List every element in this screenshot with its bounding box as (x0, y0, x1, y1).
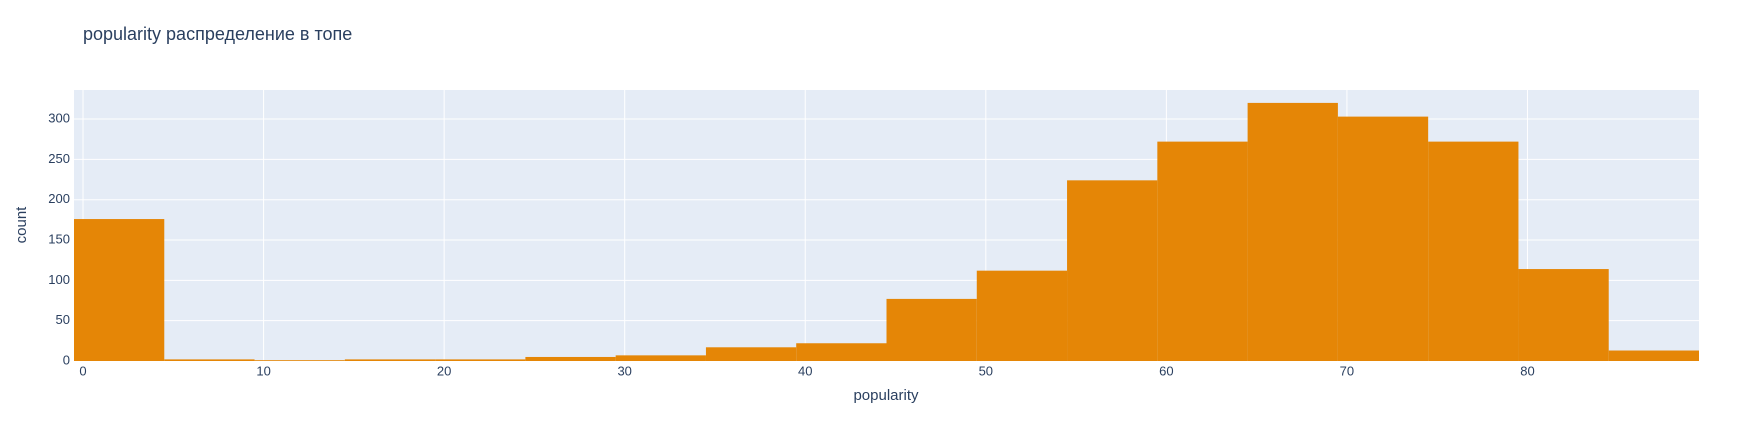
y-tick-label: 150 (48, 231, 70, 246)
x-tick-label: 30 (617, 363, 631, 378)
x-tick-label: 0 (79, 363, 86, 378)
bar (976, 270, 1068, 361)
y-tick-label: 300 (48, 110, 70, 125)
bar (1518, 269, 1609, 361)
bar (74, 219, 165, 361)
bar (525, 356, 616, 361)
y-tick-label: 50 (56, 312, 70, 327)
bar (615, 355, 706, 361)
y-tick-label: 200 (48, 191, 70, 206)
bar (1157, 141, 1248, 361)
bar (435, 359, 526, 361)
x-tick-label: 40 (798, 363, 812, 378)
y-tick-label: 0 (63, 352, 70, 367)
y-axis-title: count (13, 206, 30, 244)
x-tick-label: 70 (1340, 363, 1354, 378)
bar (886, 298, 977, 361)
x-tick-label: 20 (437, 363, 451, 378)
bar (1337, 116, 1429, 361)
x-tick-label: 80 (1520, 363, 1534, 378)
x-tick-label: 10 (256, 363, 270, 378)
bar (164, 359, 255, 361)
chart-title: popularity распределение в топе (83, 24, 352, 44)
bar (705, 347, 797, 361)
bar (1067, 180, 1158, 361)
bar (1608, 350, 1699, 361)
bar (254, 360, 345, 361)
y-tick-label: 250 (48, 151, 70, 166)
x-axis-title: popularity (853, 387, 919, 404)
bar (1247, 102, 1338, 362)
y-tick-label: 100 (48, 272, 70, 287)
x-tick-label: 50 (979, 363, 993, 378)
bar (344, 359, 436, 361)
bar (796, 343, 887, 361)
bar (1428, 141, 1519, 361)
x-tick-label: 60 (1159, 363, 1173, 378)
